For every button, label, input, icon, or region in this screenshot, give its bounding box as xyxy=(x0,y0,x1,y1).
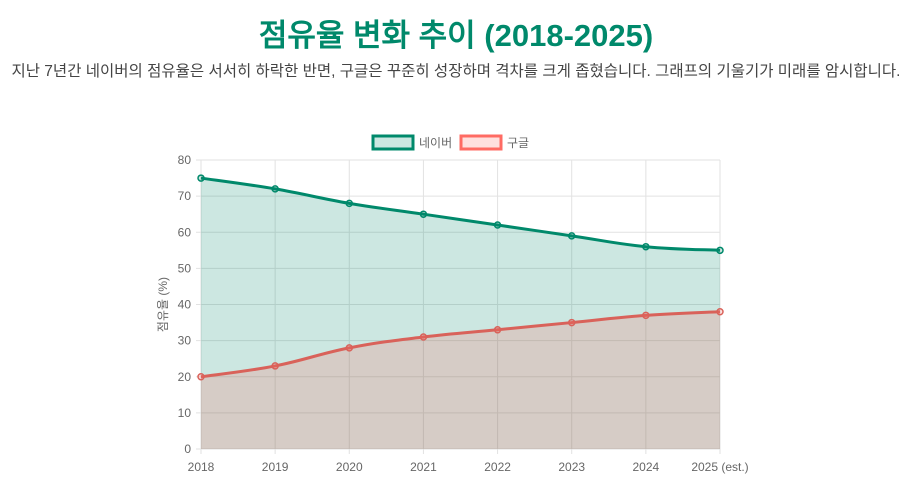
legend-item-1[interactable]: 구글 xyxy=(459,134,529,151)
y-tick-label: 40 xyxy=(178,298,192,312)
data-point xyxy=(271,362,279,370)
data-point xyxy=(419,210,428,218)
y-tick-label: 80 xyxy=(178,153,192,167)
x-tick-label: 2024 xyxy=(633,460,660,474)
data-point xyxy=(271,185,279,193)
x-tick-label: 2019 xyxy=(262,460,289,474)
data-point xyxy=(642,311,650,320)
data-point xyxy=(567,232,576,240)
data-point xyxy=(567,318,576,327)
y-tick-label: 0 xyxy=(184,442,191,456)
x-tick-label: 2023 xyxy=(558,460,585,474)
series-line-0 xyxy=(200,176,721,252)
x-tick-label: 2020 xyxy=(336,460,363,474)
data-point xyxy=(716,246,724,255)
y-tick-label: 60 xyxy=(178,225,192,239)
data-point xyxy=(716,307,724,316)
y-tick-label: 20 xyxy=(178,370,192,384)
legend-label: 구글 xyxy=(507,136,529,150)
data-point xyxy=(642,242,650,251)
x-tick-label: 2025 (est.) xyxy=(691,460,748,474)
x-tick-label: 2022 xyxy=(484,460,511,474)
data-point xyxy=(493,326,502,334)
x-tick-label: 2021 xyxy=(410,460,437,474)
y-axis-title: 점유율 (%) xyxy=(156,277,170,332)
data-point xyxy=(345,199,354,208)
data-point xyxy=(197,174,205,182)
series-area-0 xyxy=(201,178,720,449)
y-tick-label: 30 xyxy=(178,334,192,348)
data-point xyxy=(493,221,502,229)
series-area-1 xyxy=(201,311,720,449)
data-point xyxy=(197,373,205,381)
legend-swatch xyxy=(371,134,415,151)
data-point xyxy=(419,333,428,341)
legend-label: 네이버 xyxy=(419,136,452,150)
legend-swatch xyxy=(459,134,503,151)
data-point xyxy=(345,344,354,352)
legend-item-0[interactable]: 네이버 xyxy=(371,134,452,151)
series-line-1 xyxy=(200,310,721,379)
y-tick-label: 10 xyxy=(178,406,192,420)
page-description: 지난 7년간 네이버의 점유율은 서서히 하락한 반면, 구글은 꾸준히 성장하… xyxy=(11,63,901,80)
y-tick-label: 70 xyxy=(178,189,192,203)
y-tick-label: 50 xyxy=(178,261,192,275)
x-tick-label: 2018 xyxy=(188,460,215,474)
page-title: 점유율 변화 추이 (2018-2025) xyxy=(258,18,654,53)
